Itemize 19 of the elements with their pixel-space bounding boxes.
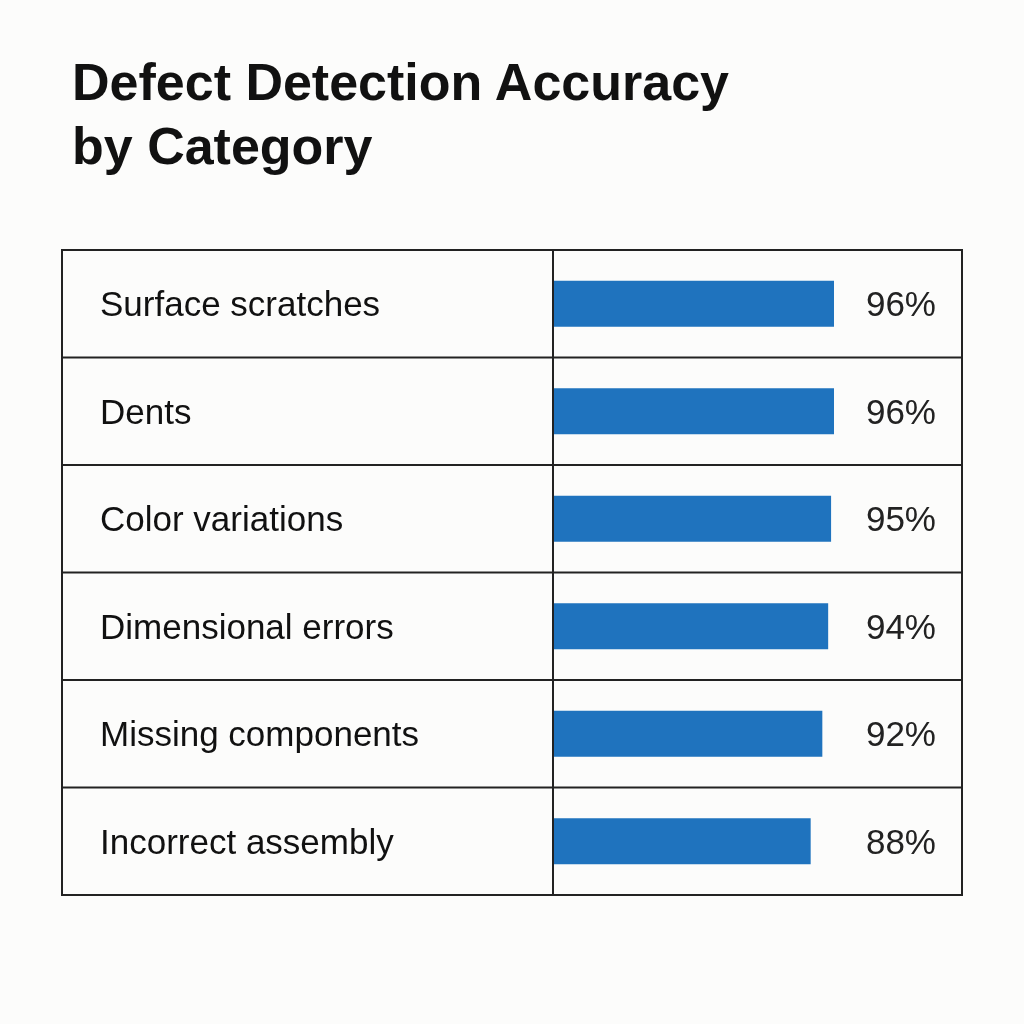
- y-tick-label: Color variations: [100, 499, 344, 538]
- data-label: 94%: [865, 606, 936, 646]
- data-label: 96%: [865, 284, 936, 323]
- y-tick-label: Surface scratches: [100, 284, 381, 323]
- bar: [554, 495, 832, 542]
- bar: [554, 603, 829, 650]
- y-tick-label: Dimensional errors: [100, 606, 394, 646]
- data-label: 96%: [865, 391, 936, 431]
- bar: [554, 818, 811, 865]
- data-label: 88%: [865, 821, 936, 861]
- bar: [554, 388, 834, 435]
- bar: [554, 280, 834, 327]
- chart-title: Defect Detection Accuracy by Category: [72, 53, 730, 175]
- y-tick-label: Dents: [100, 391, 192, 431]
- data-label: 92%: [865, 714, 936, 753]
- data-label: 95%: [865, 499, 936, 538]
- y-tick-label: Incorrect assembly: [100, 821, 395, 861]
- y-tick-label: Missing components: [100, 714, 420, 753]
- bar: [554, 710, 823, 757]
